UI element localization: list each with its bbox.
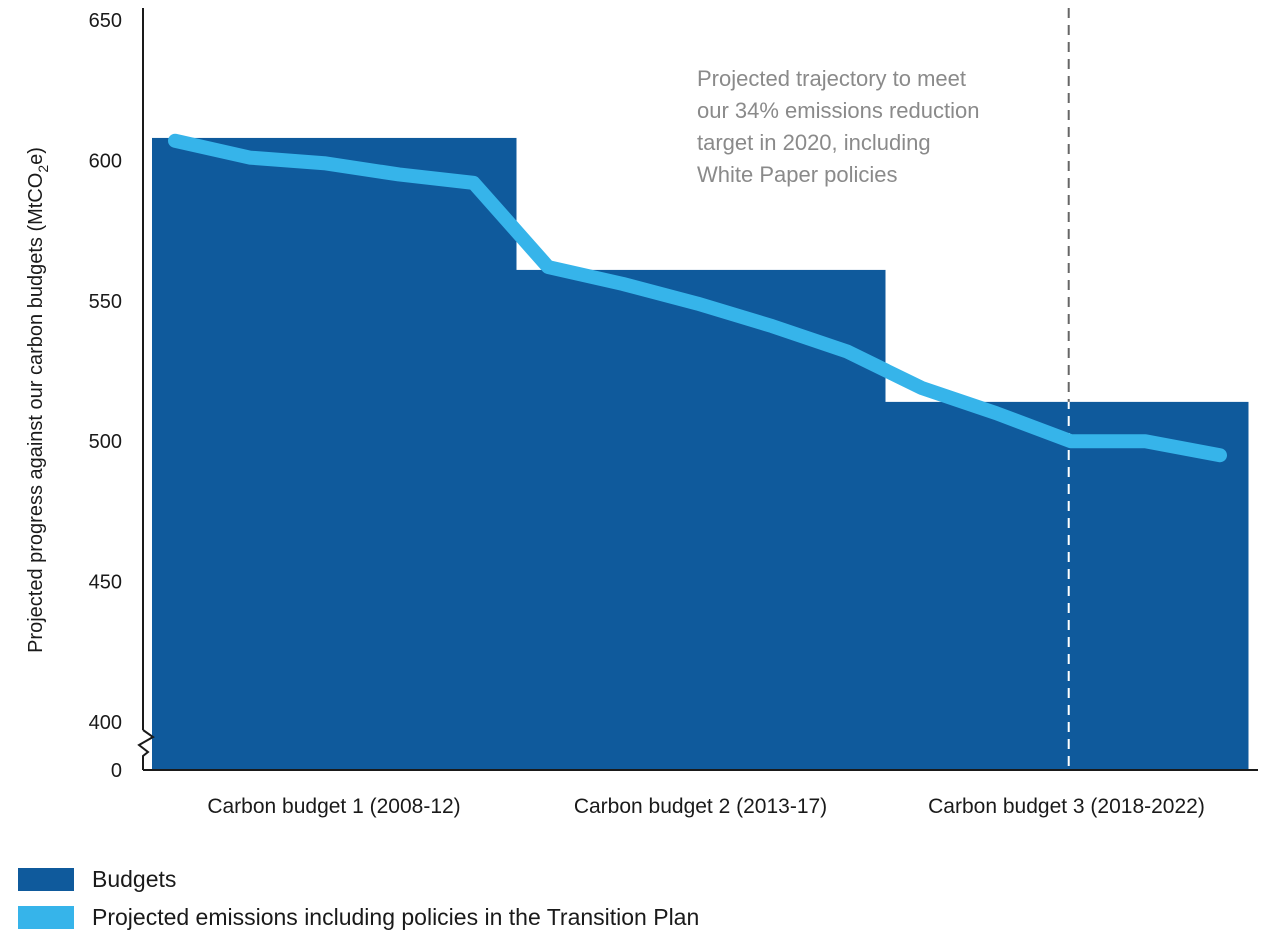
- y-tick-label-zero: 0: [111, 760, 122, 782]
- category-label: Carbon budget 1 (2008-12): [207, 795, 460, 818]
- budget-bar-2: [516, 269, 886, 770]
- y-tick-label: 500: [89, 431, 122, 453]
- legend-label: Budgets: [92, 865, 177, 892]
- annotation-line: Projected trajectory to meet: [697, 66, 966, 91]
- annotation-line: White Paper policies: [697, 162, 898, 187]
- y-axis-break-mark: [137, 729, 155, 770]
- emissions-line: [168, 133, 1227, 463]
- axes: [137, 8, 1258, 771]
- y-axis-label: Projected progress against our carbon bu…: [25, 147, 51, 653]
- budget-bar-3: [885, 401, 1249, 770]
- category-label: Carbon budget 2 (2013-17): [574, 795, 827, 818]
- legend-label: Projected emissions including policies i…: [92, 903, 700, 930]
- y-tick-label: 650: [89, 10, 122, 32]
- y-tick-label: 600: [89, 150, 122, 172]
- y-tick-labels: 650 600 550 500 450 400 0: [89, 10, 122, 782]
- y-tick-label: 550: [89, 291, 122, 313]
- annotation-line: target in 2020, including: [697, 130, 931, 155]
- emissions-line-group: [168, 133, 1227, 463]
- budget-bars: [152, 137, 1249, 770]
- category-labels: Carbon budget 1 (2008-12) Carbon budget 2…: [207, 795, 1205, 818]
- legend-swatch-projected-emissions: [18, 905, 74, 929]
- annotation-line: our 34% emissions reduction: [697, 98, 979, 123]
- y-tick-label: 400: [89, 712, 122, 734]
- legend-item-budgets: Budgets: [18, 860, 699, 898]
- legend-item-projected-emissions: Projected emissions including policies i…: [18, 898, 699, 936]
- category-label: Carbon budget 3 (2018-2022): [928, 795, 1205, 818]
- legend: Budgets Projected emissions including po…: [18, 860, 699, 936]
- legend-swatch-budgets: [18, 867, 74, 891]
- annotation: Projected trajectory to meet our 34% emis…: [697, 66, 979, 187]
- y-tick-label: 450: [89, 572, 122, 594]
- budget-bar-1: [152, 137, 517, 770]
